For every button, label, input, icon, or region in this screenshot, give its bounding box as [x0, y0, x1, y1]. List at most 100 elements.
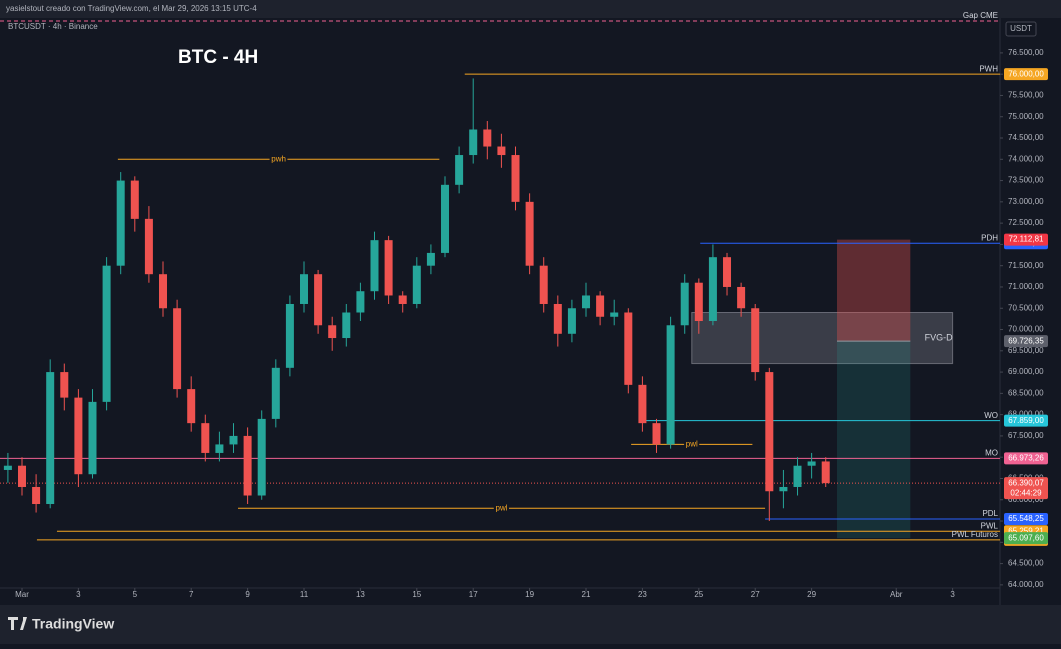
y-tick-label: 68.000,00	[1008, 410, 1044, 419]
level-label: pwl	[686, 440, 698, 449]
candle-body	[807, 461, 816, 466]
header-bar	[0, 0, 1061, 18]
candle-body	[201, 423, 210, 453]
y-tick-label: 75.500,00	[1008, 91, 1044, 100]
candle-body	[187, 389, 196, 424]
candle-body	[582, 295, 591, 309]
candle-body	[130, 180, 139, 219]
level-label: PDH	[981, 233, 998, 242]
price-tag	[1004, 512, 1048, 525]
y-tick-label: 70.500,00	[1008, 303, 1044, 312]
candle-body	[257, 418, 266, 496]
candle-body	[779, 486, 788, 492]
level-label: PWL Futuros	[952, 530, 998, 539]
candle-body	[384, 240, 393, 296]
candle-body	[229, 435, 238, 445]
y-tick-label: 74.500,00	[1008, 133, 1044, 142]
candle-body	[102, 265, 111, 402]
x-tick-label: 15	[412, 590, 421, 599]
fvg-label: FVG-D	[925, 332, 953, 342]
candle-body	[46, 372, 55, 505]
candle-body	[370, 240, 379, 292]
x-tick-label: 5	[133, 590, 138, 599]
candle-body	[32, 486, 41, 505]
candle-body	[469, 129, 478, 156]
candle-body	[652, 423, 661, 445]
y-tick-label: 71.000,00	[1008, 282, 1044, 291]
level-label: Gap CME	[963, 11, 998, 20]
price-tag-label: 65.548,25	[1008, 514, 1044, 523]
chart-title: BTC - 4H	[178, 47, 258, 68]
x-tick-label: 25	[694, 590, 703, 599]
candle-body	[74, 397, 83, 475]
candle-body	[793, 465, 802, 487]
fvg-box	[691, 312, 954, 365]
y-tick-label: 70.000,00	[1008, 325, 1044, 334]
x-tick-label: Abr	[890, 590, 903, 599]
y-tick-label: 71.500,00	[1008, 261, 1044, 270]
level-label: PDL	[982, 509, 998, 518]
candle-body	[737, 286, 746, 309]
candle-body	[694, 282, 703, 322]
candle-body	[441, 184, 450, 253]
candle-body	[497, 146, 506, 156]
level-label: WO	[984, 411, 998, 420]
price-tag	[1004, 414, 1048, 427]
candle-body	[751, 308, 760, 373]
candle-body	[356, 291, 365, 313]
credit: yasielstout creado con TradingView.com, …	[6, 4, 257, 13]
price-tag-label: 65.259,21	[1008, 526, 1044, 535]
candle-body	[426, 252, 435, 266]
candle-body	[723, 257, 732, 287]
logo-mark	[8, 617, 27, 630]
y-tick-label: 69.500,00	[1008, 346, 1044, 355]
price-tag-label: 76.000,00	[1008, 69, 1044, 78]
x-tick-label: 19	[525, 590, 534, 599]
x-tick-label: 23	[638, 590, 647, 599]
x-tick-label: 17	[469, 590, 478, 599]
candle-body	[525, 201, 534, 266]
last-price-tag	[1004, 477, 1048, 500]
candle-body	[243, 435, 252, 496]
x-tick-label: 11	[300, 590, 309, 599]
price-tag	[1004, 68, 1048, 81]
candle-body	[511, 155, 520, 202]
x-tick-label: 9	[245, 590, 250, 599]
y-tick-label: 73.500,00	[1008, 176, 1044, 185]
stop-zone	[836, 239, 911, 342]
candle-body	[666, 325, 675, 445]
candle-body	[765, 372, 774, 492]
candle-body	[624, 312, 633, 385]
candle-body	[483, 129, 492, 147]
candle-body	[398, 295, 407, 304]
candle-body	[596, 295, 605, 317]
y-tick-label: 74.000,00	[1008, 154, 1044, 163]
x-tick-label: 3	[950, 590, 955, 599]
symbol: BTCUSDT · 4h · Binance	[8, 22, 98, 31]
candle-body	[553, 303, 562, 334]
candle-body	[173, 308, 182, 390]
footer-bar	[0, 605, 1061, 644]
price-tag	[1004, 233, 1048, 246]
y-tick-label: 76.500,00	[1008, 48, 1044, 57]
candle-body	[610, 312, 619, 317]
price-tag-label: 65.097,60	[1008, 533, 1044, 542]
level-label: PWH	[979, 64, 998, 73]
price-tag-label: 66.973,26	[1008, 453, 1044, 462]
y-tick-label: 68.500,00	[1008, 388, 1044, 397]
candle-body	[455, 155, 464, 185]
y-tick-label: 64.000,00	[1008, 580, 1044, 589]
candle-body	[17, 465, 26, 487]
currency-box	[1005, 21, 1037, 37]
level-label: pwl	[496, 503, 508, 512]
price-tag-label: 69.726,35	[1008, 336, 1044, 345]
y-tick-label: 75.000,00	[1008, 112, 1044, 121]
candle-body	[285, 303, 294, 368]
candle-body	[159, 274, 168, 309]
candle-body	[342, 312, 351, 339]
y-tick-label: 72.500,00	[1008, 218, 1044, 227]
candle-body	[215, 444, 224, 453]
candle-body	[314, 274, 323, 326]
x-tick-label: 7	[189, 590, 194, 599]
